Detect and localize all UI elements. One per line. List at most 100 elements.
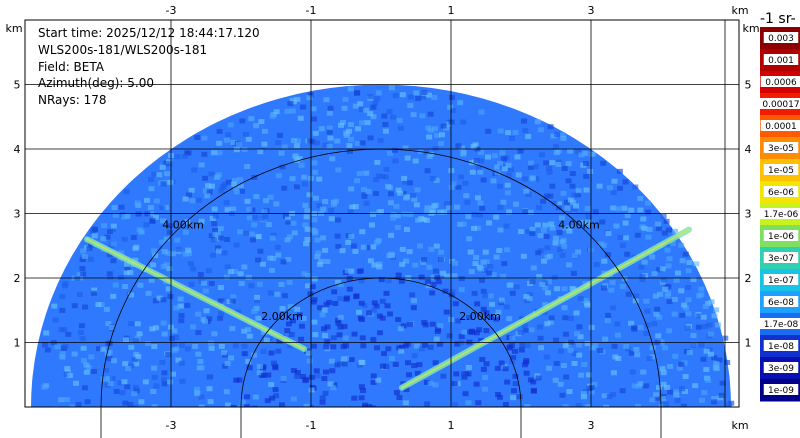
field-cell bbox=[370, 336, 377, 342]
field-cell bbox=[91, 227, 98, 233]
field-cell bbox=[643, 383, 650, 389]
field-cell bbox=[59, 294, 66, 300]
field-cell bbox=[285, 256, 292, 262]
field-cell bbox=[414, 187, 421, 193]
colorbar-label-bg bbox=[763, 186, 799, 197]
field-cell bbox=[80, 271, 87, 277]
field-cell bbox=[671, 296, 678, 302]
field-cell bbox=[413, 202, 420, 208]
field-cell bbox=[106, 376, 113, 382]
field-cell bbox=[462, 180, 469, 186]
field-cell bbox=[475, 400, 482, 406]
field-cell bbox=[549, 225, 556, 231]
field-cell bbox=[638, 264, 645, 270]
field-cell bbox=[588, 384, 595, 390]
y-unit-label-left: km bbox=[5, 22, 22, 35]
field-cell bbox=[466, 339, 473, 345]
field-cell bbox=[343, 355, 350, 361]
field-cell bbox=[173, 334, 180, 340]
field-cell bbox=[671, 311, 678, 317]
field-cell bbox=[225, 132, 232, 138]
field-cell bbox=[355, 309, 362, 315]
field-cell bbox=[654, 221, 661, 227]
field-cell bbox=[632, 184, 639, 190]
field-cell bbox=[397, 326, 404, 332]
field-cell bbox=[255, 315, 262, 321]
field-cell bbox=[576, 324, 583, 330]
field-cell bbox=[610, 370, 617, 376]
field-cell bbox=[100, 236, 107, 242]
field-cell bbox=[233, 189, 240, 195]
field-cell bbox=[644, 322, 651, 328]
field-cell bbox=[666, 328, 673, 334]
field-cell bbox=[177, 303, 184, 309]
field-cell bbox=[326, 143, 333, 149]
field-cell bbox=[614, 206, 621, 212]
field-cell bbox=[490, 272, 497, 278]
field-cell bbox=[304, 226, 311, 232]
field-cell bbox=[432, 268, 439, 274]
field-cell bbox=[239, 118, 246, 124]
field-cell bbox=[344, 295, 351, 301]
field-cell bbox=[158, 239, 165, 245]
field-cell bbox=[621, 205, 628, 211]
field-cell bbox=[243, 230, 250, 236]
field-cell bbox=[148, 176, 155, 182]
colorbar-label-bg bbox=[757, 208, 800, 219]
field-cell bbox=[692, 383, 699, 389]
field-cell bbox=[494, 365, 501, 371]
field-cell bbox=[440, 373, 447, 379]
field-cell bbox=[707, 331, 714, 337]
field-cell bbox=[429, 175, 436, 181]
field-cell bbox=[587, 168, 594, 174]
field-cell bbox=[602, 336, 609, 342]
field-cell bbox=[526, 292, 533, 298]
field-cell bbox=[523, 294, 530, 300]
field-cell bbox=[555, 161, 562, 167]
field-cell bbox=[571, 192, 578, 198]
field-cell bbox=[363, 200, 370, 206]
field-cell bbox=[629, 369, 636, 375]
field-cell bbox=[705, 377, 712, 383]
field-cell bbox=[423, 217, 430, 223]
field-cell bbox=[448, 94, 455, 100]
field-cell bbox=[485, 128, 492, 134]
field-cell bbox=[86, 245, 93, 251]
field-cell bbox=[303, 214, 310, 220]
field-cell bbox=[527, 209, 534, 215]
field-cell bbox=[460, 221, 467, 227]
range-ring-label: 2.00km bbox=[261, 310, 303, 323]
field-cell bbox=[171, 341, 178, 347]
field-cell bbox=[392, 93, 399, 99]
field-cell bbox=[544, 321, 551, 327]
field-cell bbox=[182, 196, 189, 202]
field-cell bbox=[74, 275, 81, 281]
field-cell bbox=[195, 197, 202, 203]
field-cell bbox=[685, 285, 692, 291]
field-cell bbox=[497, 160, 504, 166]
field-cell bbox=[118, 204, 125, 210]
field-cell bbox=[313, 140, 320, 146]
field-cell bbox=[200, 280, 207, 286]
field-cell bbox=[505, 162, 512, 168]
field-cell bbox=[263, 337, 270, 343]
field-cell bbox=[256, 364, 263, 370]
field-cell bbox=[269, 113, 276, 119]
field-cell bbox=[681, 360, 688, 366]
field-cell bbox=[622, 235, 629, 241]
field-cell bbox=[425, 92, 432, 98]
field-cell bbox=[537, 335, 544, 341]
field-cell bbox=[327, 105, 334, 111]
field-cell bbox=[562, 343, 569, 349]
field-cell bbox=[151, 344, 158, 350]
field-cell bbox=[580, 391, 587, 397]
field-cell bbox=[324, 324, 331, 330]
field-cell bbox=[376, 209, 383, 215]
field-cell bbox=[539, 152, 546, 158]
field-cell bbox=[290, 368, 297, 374]
field-cell bbox=[189, 266, 196, 272]
field-cell bbox=[441, 209, 448, 215]
field-cell bbox=[118, 275, 125, 281]
field-cell bbox=[248, 283, 255, 289]
field-cell bbox=[453, 371, 460, 377]
